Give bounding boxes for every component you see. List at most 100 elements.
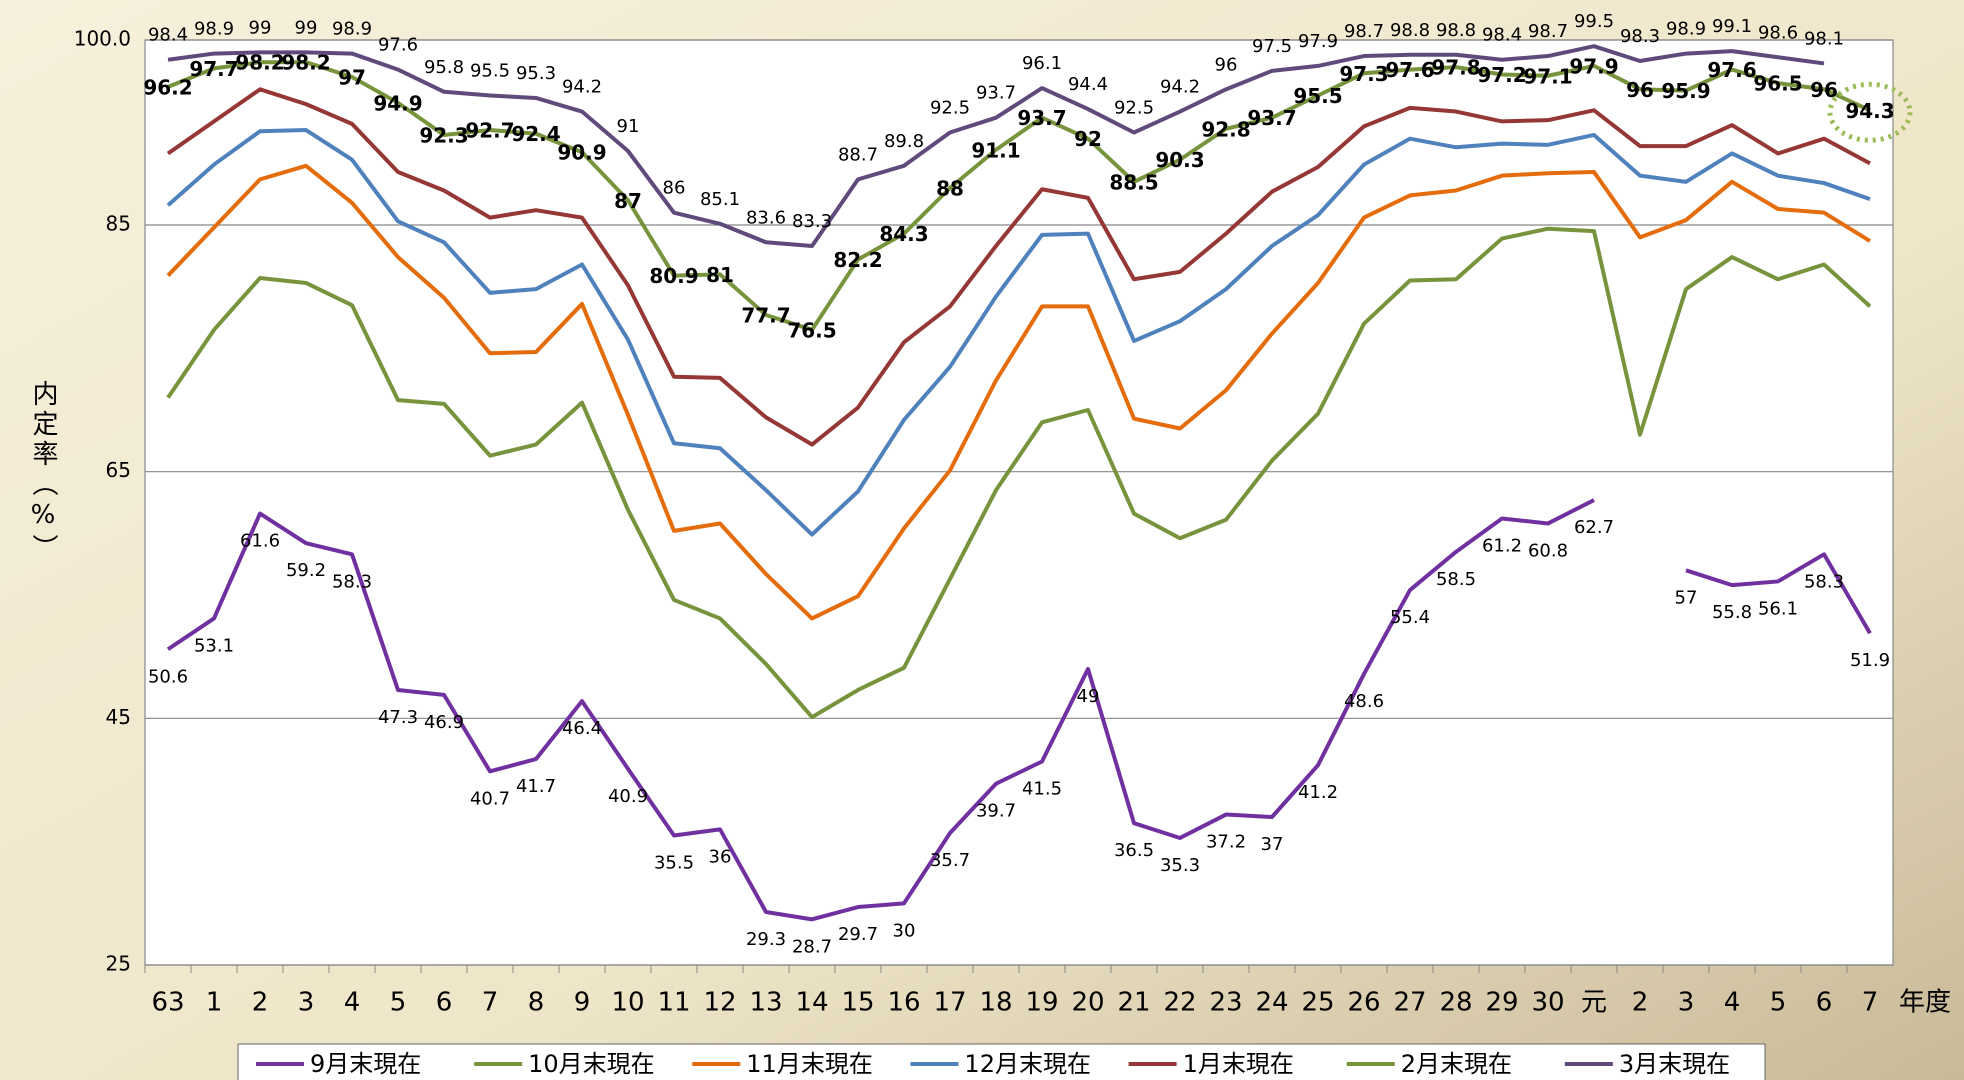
data-label: 59.2: [286, 560, 326, 581]
data-label: 41.7: [516, 776, 556, 797]
x-tick-label: 19: [1025, 988, 1058, 1018]
data-label: 90.3: [1155, 148, 1204, 172]
data-label: 30: [893, 920, 916, 941]
data-label: 91: [617, 116, 640, 137]
data-label: 58.3: [1804, 571, 1844, 592]
x-tick-label: 20: [1071, 988, 1104, 1018]
data-label: 37.2: [1206, 832, 1246, 853]
data-label: 61.2: [1482, 536, 1522, 557]
data-label: 98.7: [1344, 21, 1384, 42]
series-line: [166, 226, 1872, 720]
data-label: 98.7: [1528, 21, 1568, 42]
data-label: 93.7: [1247, 106, 1296, 130]
data-label: 29.7: [838, 924, 878, 945]
x-tick-label: 16: [887, 988, 920, 1018]
data-label: 41.5: [1022, 779, 1062, 800]
legend-label: 1月末現在: [1183, 1050, 1294, 1078]
data-label: 35.5: [654, 853, 694, 874]
highlight-ring: [1827, 81, 1913, 143]
x-tick-label: 4: [1724, 988, 1741, 1018]
data-label: 92.7: [465, 119, 514, 143]
data-label: 95.5: [470, 61, 510, 82]
x-tick-label: 8: [528, 988, 545, 1018]
data-label: 97: [338, 66, 366, 90]
data-label: 61.6: [240, 531, 280, 552]
x-tick-label: 6: [1816, 988, 1833, 1018]
data-label: 58.3: [332, 571, 372, 592]
data-label: 94.2: [1160, 77, 1200, 98]
data-label: 94.9: [373, 91, 422, 115]
x-tick-label: 24: [1255, 988, 1288, 1018]
data-label: 97.5: [1252, 36, 1292, 57]
data-label: 35.3: [1160, 855, 1200, 876]
data-label: 83.6: [746, 207, 786, 228]
data-label: 95.8: [424, 57, 464, 78]
x-tick-label: 7: [482, 988, 499, 1018]
x-tick-label: 9: [574, 988, 591, 1018]
data-label: 97.3: [1339, 62, 1388, 86]
data-label: 99: [295, 17, 318, 38]
legend-label: 10月末現在: [528, 1050, 655, 1078]
x-tick-label: 3: [298, 988, 315, 1018]
data-label: 92.4: [511, 122, 560, 146]
y-axis-title: 内定率（%）: [28, 380, 58, 564]
series-line: [166, 128, 1871, 537]
data-label: 89.8: [884, 131, 924, 152]
data-label: 76.5: [787, 318, 836, 342]
data-label: 97.6: [1385, 58, 1434, 82]
legend-label: 11月末現在: [746, 1050, 873, 1078]
x-tick-label: 26: [1347, 988, 1380, 1018]
data-label: 96: [1215, 54, 1238, 75]
data-label: 96: [1626, 78, 1654, 102]
x-tick-label: 4: [344, 988, 361, 1018]
data-label: 93.7: [976, 83, 1016, 104]
legend-label: 9月末現在: [310, 1050, 421, 1078]
x-tick-label: 29: [1485, 988, 1518, 1018]
x-tick-label: 25: [1301, 988, 1334, 1018]
data-label: 95.5: [1293, 84, 1342, 108]
x-tick-label: 2: [252, 988, 269, 1018]
data-label: 87: [614, 189, 642, 213]
x-tick-label: 11: [657, 988, 690, 1018]
series-line: [166, 498, 1872, 922]
x-tick-label: 6: [436, 988, 453, 1018]
data-label: 82.2: [833, 248, 882, 272]
data-label: 96.2: [143, 75, 192, 99]
x-tick-label: 28: [1439, 988, 1472, 1018]
data-label: 99: [249, 17, 272, 38]
data-label: 46.4: [562, 718, 602, 739]
data-label: 96.5: [1753, 72, 1802, 96]
data-label: 83.3: [792, 211, 832, 232]
data-label: 90.9: [557, 141, 606, 165]
x-tick-label: 10: [611, 988, 644, 1018]
data-label: 40.9: [608, 786, 648, 807]
data-label: 91.1: [971, 138, 1020, 162]
x-tick-label: 17: [933, 988, 966, 1018]
data-label: 98.6: [1758, 22, 1798, 43]
x-tick-label: 13: [749, 988, 782, 1018]
x-tick-label: 2: [1632, 988, 1649, 1018]
data-label: 99.1: [1712, 16, 1752, 37]
data-label: 58.5: [1436, 569, 1476, 590]
data-label: 97.8: [1431, 56, 1480, 80]
legend-label: 3月末現在: [1619, 1050, 1730, 1078]
x-tick-label: 21: [1117, 988, 1150, 1018]
data-label: 97.1: [1523, 64, 1572, 88]
data-label: 39.7: [976, 801, 1016, 822]
data-label: 40.7: [470, 788, 510, 809]
data-label: 97.9: [1569, 54, 1618, 78]
x-tick-label: 15: [841, 988, 874, 1018]
x-tick-label: 5: [390, 988, 407, 1018]
data-label: 36: [709, 846, 732, 867]
data-label: 53.1: [194, 635, 234, 656]
x-tick-label: 3: [1678, 988, 1695, 1018]
data-label: 98.8: [1390, 20, 1430, 41]
x-tick-label: 元: [1581, 988, 1607, 1018]
series-line: [166, 87, 1871, 447]
legend-label: 2月末現在: [1401, 1050, 1512, 1078]
x-tick-label: 12: [703, 988, 736, 1018]
data-label: 97.2: [1477, 63, 1526, 87]
data-label: 92.3: [419, 123, 468, 147]
legend-label: 12月末現在: [964, 1050, 1091, 1078]
